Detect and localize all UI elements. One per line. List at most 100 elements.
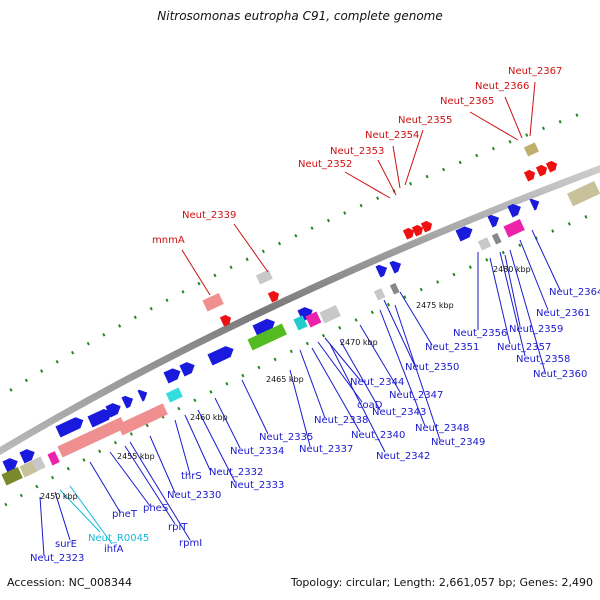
reverse-gene-arrow	[545, 160, 558, 173]
forward-gene-arrow	[252, 318, 275, 337]
gene-label-neut-2361: Neut_2361	[536, 308, 590, 319]
grey-gene-block	[477, 237, 492, 251]
forward-gene-arrow	[105, 403, 121, 418]
grey-gene-block	[373, 288, 386, 301]
green-gene-block	[247, 323, 287, 351]
leader-line	[359, 324, 401, 393]
leader-line	[311, 347, 361, 433]
gene-label-neut-2340: Neut_2340	[351, 430, 405, 441]
magenta-gene-block	[503, 218, 525, 238]
rna-gene-block	[165, 387, 183, 403]
gene-label-neut-2351: Neut_2351	[425, 342, 479, 353]
gene-label-sure: surE	[55, 539, 77, 550]
gene-label-ihfa: ihfA	[104, 544, 124, 555]
leader-line	[509, 249, 546, 373]
leader-line	[392, 145, 401, 189]
tan-gene-block	[19, 460, 38, 478]
gene-label-neut-2342: Neut_2342	[376, 451, 430, 462]
pseudogene-block	[117, 403, 168, 436]
gene-label-neut-2347: Neut_2347	[389, 390, 443, 401]
tan-gene-block	[567, 180, 600, 207]
leader-line	[124, 445, 176, 525]
gene-label-neut-2323: Neut_2323	[30, 553, 84, 564]
reverse-gene-arrow	[420, 220, 433, 233]
forward-gene-arrow	[55, 417, 84, 438]
leader-line	[529, 81, 536, 137]
gene-label-neut-2330: Neut_2330	[167, 490, 221, 501]
gene-label-neut-2365: Neut_2365	[440, 96, 494, 107]
leader-line	[379, 309, 426, 427]
gene-label-thrs: thrS	[181, 471, 202, 482]
forward-gene-arrow	[529, 198, 540, 211]
kbp-mark: 2470 kbp	[340, 338, 378, 347]
leader-line	[89, 461, 121, 513]
forward-gene-arrow	[207, 346, 234, 366]
gene-label-rplt: rplT	[168, 522, 188, 533]
gene-label-neut-2338: Neut_2338	[314, 415, 368, 426]
leader-line	[241, 379, 269, 435]
gene-label-neut-r0045: Neut_R0045	[88, 533, 149, 544]
kbp-mark: 2450 kbp	[40, 492, 78, 501]
grey-gene-block	[255, 269, 273, 285]
leader-line	[329, 343, 386, 453]
leader-line	[149, 435, 176, 494]
leader-line	[531, 229, 561, 291]
leader-line	[289, 369, 311, 447]
magenta-gene-block	[305, 311, 322, 328]
leader-line	[499, 251, 526, 357]
pseudogene-block	[57, 416, 126, 458]
reverse-gene-arrow	[402, 227, 415, 240]
forward-gene-arrow	[375, 264, 388, 278]
gene-label-coad: coaD	[357, 400, 383, 411]
kbp-mark: 2475 kbp	[416, 301, 454, 310]
topology-text: Topology: circular; Length: 2,661,057 bp…	[290, 576, 593, 589]
inner-guide-line	[4, 211, 596, 507]
leader-line	[181, 249, 211, 296]
leader-line	[344, 171, 391, 199]
reverse-gene-arrow	[523, 169, 536, 182]
gene-label-neut-2333: Neut_2333	[230, 480, 284, 491]
gene-label-neut-2348: Neut_2348	[415, 423, 469, 434]
forward-gene-arrow	[163, 368, 181, 384]
gene-label-neut-2353: Neut_2353	[330, 146, 384, 157]
gene-label-neut-2349: Neut_2349	[431, 437, 485, 448]
kbp-mark: 2455 kbp	[117, 452, 155, 461]
leader-line	[299, 349, 326, 419]
grey-gene-block	[389, 282, 400, 295]
gene-label-neut-2355: Neut_2355	[398, 115, 452, 126]
kbp-mark: 2480 kbp	[493, 265, 531, 274]
leader-line	[233, 223, 269, 273]
gene-label-neut-2357: Neut_2357	[497, 342, 551, 353]
leader-line	[504, 254, 521, 327]
reverse-gene-arrow	[535, 164, 548, 177]
gene-label-neut-2337: Neut_2337	[299, 444, 353, 455]
kbp-mark: 2465 kbp	[266, 375, 304, 384]
leader-line	[519, 239, 549, 311]
gene-label-mnma: mnmA	[152, 235, 185, 246]
leader-line	[324, 337, 361, 381]
forward-gene-arrow	[87, 408, 112, 428]
leader-line	[39, 496, 45, 557]
forward-gene-arrow	[121, 395, 134, 409]
tan-gene-block	[523, 142, 539, 157]
gene-label-neut-2350: Neut_2350	[405, 362, 459, 373]
gene-label-neut-2367: Neut_2367	[508, 66, 562, 77]
kbp-mark: 2460 kbp	[190, 413, 228, 422]
gene-label-neut-2358: Neut_2358	[516, 354, 570, 365]
gene-label-neut-2352: Neut_2352	[298, 159, 352, 170]
grey-gene-block	[31, 456, 46, 472]
gene-label-neut-2334: Neut_2334	[230, 446, 284, 457]
forward-gene-arrow	[389, 260, 402, 274]
leader-line	[214, 397, 241, 449]
outer-guide-line	[0, 110, 586, 399]
grey-gene-block	[491, 232, 502, 245]
forward-gene-arrow	[19, 449, 35, 464]
forward-gene-arrow	[137, 389, 148, 402]
gene-label-neut-2335: Neut_2335	[259, 432, 313, 443]
gene-features	[1, 142, 600, 486]
grey-gene-block	[319, 304, 341, 324]
leader-line	[377, 159, 397, 196]
leader-line	[489, 257, 511, 345]
forward-gene-arrow	[455, 226, 473, 242]
